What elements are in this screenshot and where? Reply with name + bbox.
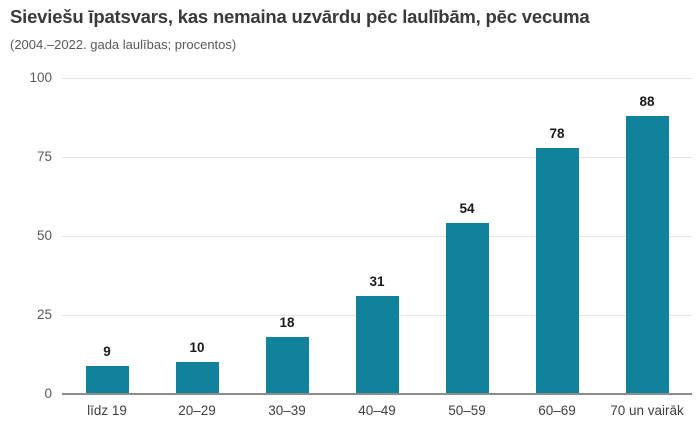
chart-subtitle: (2004.–2022. gada laulības; procentos) [10,37,237,52]
bar-value-label: 10 [189,340,205,356]
chart-title: Sieviešu īpatsvars, kas nemaina uzvārdu … [10,6,590,27]
bar-40–49[interactable] [355,296,399,394]
bar-value-label: 9 [103,343,111,359]
bar-30–39[interactable] [265,337,309,394]
y-axis-tick-label: 0 [44,386,52,401]
x-axis-label: 40–49 [358,403,396,418]
bar-20–29[interactable] [175,362,219,394]
bar-value-label: 54 [459,201,475,217]
bar-value-label: 18 [279,315,295,331]
x-axis-label: līdz 19 [87,403,127,418]
x-axis-line [62,393,692,395]
bar-value-label: 78 [549,125,565,141]
y-axis-tick-label: 25 [36,307,52,322]
bar-value-label: 88 [639,93,655,109]
bar-50–59[interactable] [445,223,489,394]
y-axis-tick-label: 75 [36,149,52,164]
gridline [62,235,692,237]
x-axis-label: 70 un vairāk [610,403,684,418]
bar-value-label: 31 [369,274,385,290]
y-axis-tick-label: 50 [36,228,52,243]
bar-līdz-19[interactable] [85,365,129,394]
bar-70-un-vairāk[interactable] [625,115,669,394]
x-axis-label: 30–39 [268,403,306,418]
y-axis-tick-label: 100 [29,70,52,85]
x-axis-label: 20–29 [178,403,216,418]
x-axis-label: 60–69 [538,403,576,418]
gridline [62,156,692,158]
x-axis-label: 50–59 [448,403,486,418]
gridline [62,77,692,79]
bar-60–69[interactable] [535,147,579,394]
